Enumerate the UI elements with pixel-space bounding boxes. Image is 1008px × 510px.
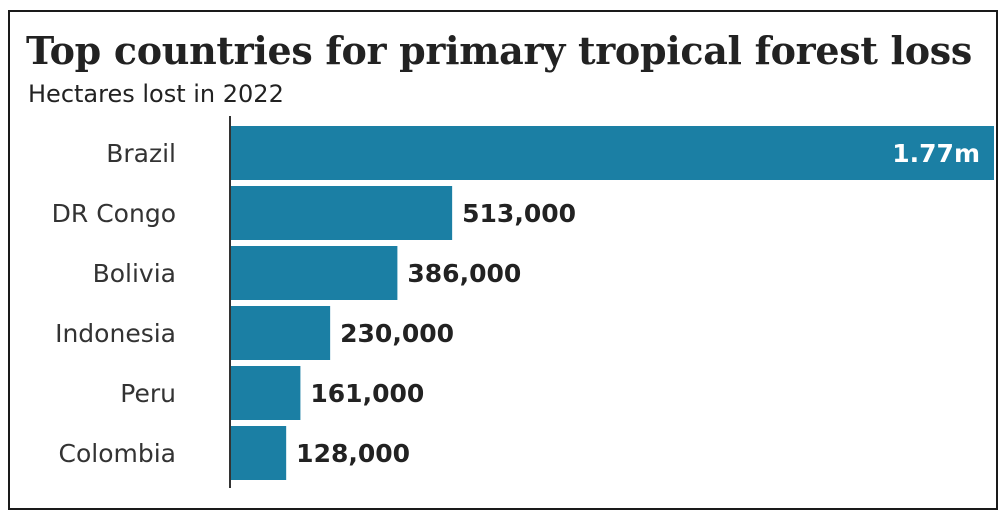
bar-indonesia [231,306,331,360]
value-label-indonesia: 230,000 [340,319,454,348]
bar-peru [231,366,301,420]
chart-title: Top countries for primary tropical fores… [26,28,972,73]
category-label-peru: Peru [120,379,176,408]
bar-dr-congo [231,186,453,240]
chart-subtitle: Hectares lost in 2022 [28,80,284,108]
value-label-peru: 161,000 [310,379,424,408]
category-label-colombia: Colombia [59,439,176,468]
bars-layer [231,126,994,480]
value-label-bolivia: 386,000 [407,259,521,288]
bar-brazil [231,126,994,180]
category-label-brazil: Brazil [106,139,176,168]
value-label-colombia: 128,000 [296,439,410,468]
category-label-bolivia: Bolivia [93,259,176,288]
chart-frame [8,10,998,510]
bar-chart: Brazil 1.77m DR Congo 513,000 Bolivia 386,000… [52,116,994,488]
value-label-dr-congo: 513,000 [462,199,576,228]
value-label-brazil: 1.77m [892,139,980,168]
labels-layer: Brazil 1.77m DR Congo 513,000 Bolivia 386,000… [52,139,980,468]
bar-colombia [231,426,287,480]
category-label-indonesia: Indonesia [55,319,176,348]
bar-bolivia [231,246,398,300]
category-label-dr-congo: DR Congo [52,199,176,228]
